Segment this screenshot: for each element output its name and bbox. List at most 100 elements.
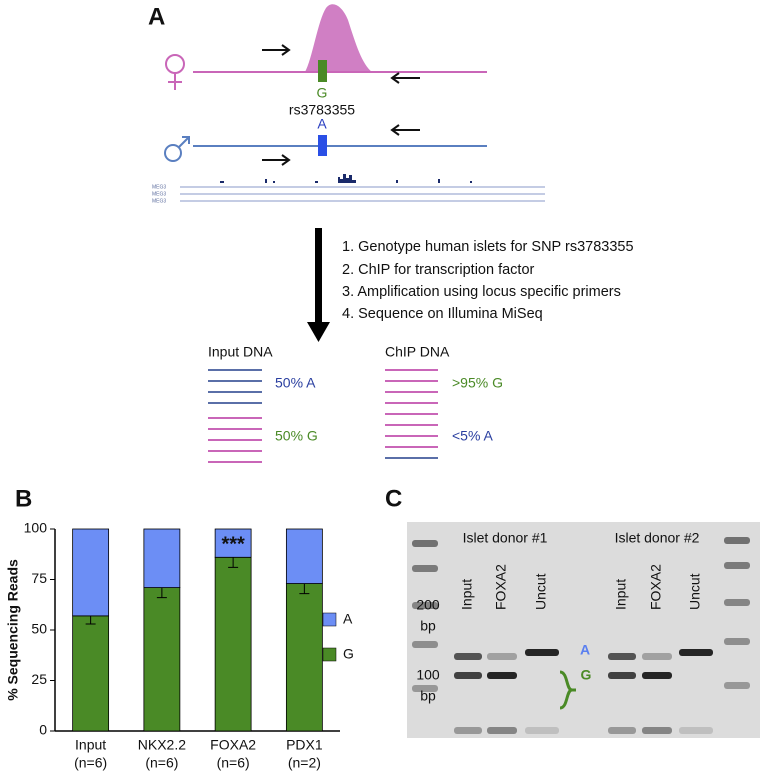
gel-band xyxy=(412,540,438,547)
chip-title: ChIP DNA xyxy=(385,344,450,360)
lane-label: FOXA2 xyxy=(648,564,664,610)
gel-band xyxy=(642,653,672,660)
gel-band xyxy=(724,562,750,569)
gel-band xyxy=(642,672,672,679)
gel-band xyxy=(454,653,482,660)
gel-band xyxy=(679,649,713,656)
process-arrow xyxy=(307,228,330,342)
lane-label: Input xyxy=(459,579,475,610)
genome-track xyxy=(180,174,545,202)
gel-band xyxy=(724,537,750,544)
gel-band xyxy=(608,672,636,679)
bar-segment xyxy=(214,556,252,732)
x-tick-label: PDX1 xyxy=(286,737,323,753)
n-label: (n=2) xyxy=(288,755,321,771)
band-a: A xyxy=(580,642,590,658)
legend-label: G xyxy=(343,646,354,662)
x-tick-label: Input xyxy=(75,737,106,753)
gel-band xyxy=(679,727,713,734)
gene-label: MEG3 xyxy=(152,191,166,197)
y-tick-label: 0 xyxy=(39,722,47,738)
y-tick-label: 100 xyxy=(24,520,48,536)
panel-label: B xyxy=(15,485,32,512)
size-label: 100 xyxy=(416,667,440,683)
gel-band xyxy=(487,672,517,679)
step: 3. Amplification using locus specific pr… xyxy=(342,284,621,300)
size-unit: bp xyxy=(420,688,436,704)
y-tick-label: 25 xyxy=(31,671,47,687)
gel-band xyxy=(608,727,636,734)
bar-segment xyxy=(72,615,110,732)
size-label: 200 xyxy=(416,597,440,613)
chart: 0 25 50 75 100 Input (n=6) NKX2.2 (n=6) *** FOXA2 (… xyxy=(24,520,354,771)
legend-swatch xyxy=(322,647,337,662)
band-g: G xyxy=(581,667,592,683)
lane-label: Uncut xyxy=(533,573,549,610)
size-unit: bp xyxy=(420,618,436,634)
bar-segment xyxy=(143,528,181,588)
panel-label: C xyxy=(385,485,402,512)
gel-band xyxy=(608,653,636,660)
gel-band xyxy=(412,565,438,572)
chip-peak xyxy=(305,4,372,72)
chip-a: <5% A xyxy=(452,428,494,444)
gel xyxy=(407,522,760,738)
gel-band xyxy=(525,649,559,656)
male-symbol xyxy=(164,136,190,162)
y-tick-label: 75 xyxy=(31,570,47,586)
bar-segment xyxy=(143,587,181,732)
y-axis-label: % Sequencing Reads xyxy=(5,559,21,701)
gel-band xyxy=(525,727,559,734)
gel-bands xyxy=(412,537,750,734)
bar-segment xyxy=(285,583,323,732)
gel-band xyxy=(412,685,438,692)
gel-band xyxy=(724,638,750,645)
step: 2. ChIP for transcription factor xyxy=(342,262,535,278)
n-label: (n=6) xyxy=(74,755,107,771)
bar-segment xyxy=(72,528,110,617)
gel-band xyxy=(642,727,672,734)
gel-band xyxy=(412,641,438,648)
lane-label: FOXA2 xyxy=(493,564,509,610)
n-label: (n=6) xyxy=(217,755,250,771)
n-label: (n=6) xyxy=(145,755,178,771)
x-tick-label: FOXA2 xyxy=(210,737,256,753)
bar-segment xyxy=(214,528,252,558)
lane-label: Uncut xyxy=(687,573,703,610)
brace xyxy=(559,670,576,710)
step: 1. Genotype human islets for SNP rs37833… xyxy=(342,239,634,255)
allele-a: A xyxy=(317,116,327,132)
panel-label: A xyxy=(148,3,165,30)
primer-arrows xyxy=(262,44,420,166)
read-lines xyxy=(208,369,438,463)
gel-band xyxy=(454,672,482,679)
input-g: 50% G xyxy=(275,428,318,444)
snp-g xyxy=(318,60,327,82)
bar-segment xyxy=(285,528,323,584)
gel-band xyxy=(487,653,517,660)
allele-g: G xyxy=(317,85,328,101)
donor-label: Islet donor #1 xyxy=(463,530,548,546)
gel-band xyxy=(412,602,438,609)
step: 4. Sequence on Illumina MiSeq xyxy=(342,306,543,322)
input-title: Input DNA xyxy=(208,344,273,360)
donor-label: Islet donor #2 xyxy=(615,530,700,546)
significance: *** xyxy=(221,533,245,555)
lane-label: Input xyxy=(613,579,629,610)
chip-g: >95% G xyxy=(452,375,503,391)
snp-id: rs3783355 xyxy=(289,102,355,118)
gel-band xyxy=(724,682,750,689)
female-symbol xyxy=(165,54,185,90)
x-tick-label: NKX2.2 xyxy=(138,737,186,753)
y-tick-label: 50 xyxy=(31,621,47,637)
gene-label: MEG3 xyxy=(152,198,166,204)
snp-a xyxy=(318,135,327,156)
gel-band xyxy=(454,727,482,734)
gel-band xyxy=(724,599,750,606)
gel-band xyxy=(487,727,517,734)
gene-label: MEG3 xyxy=(152,184,166,190)
legend-swatch xyxy=(322,612,337,627)
input-a: 50% A xyxy=(275,375,316,391)
legend-label: A xyxy=(343,611,353,627)
